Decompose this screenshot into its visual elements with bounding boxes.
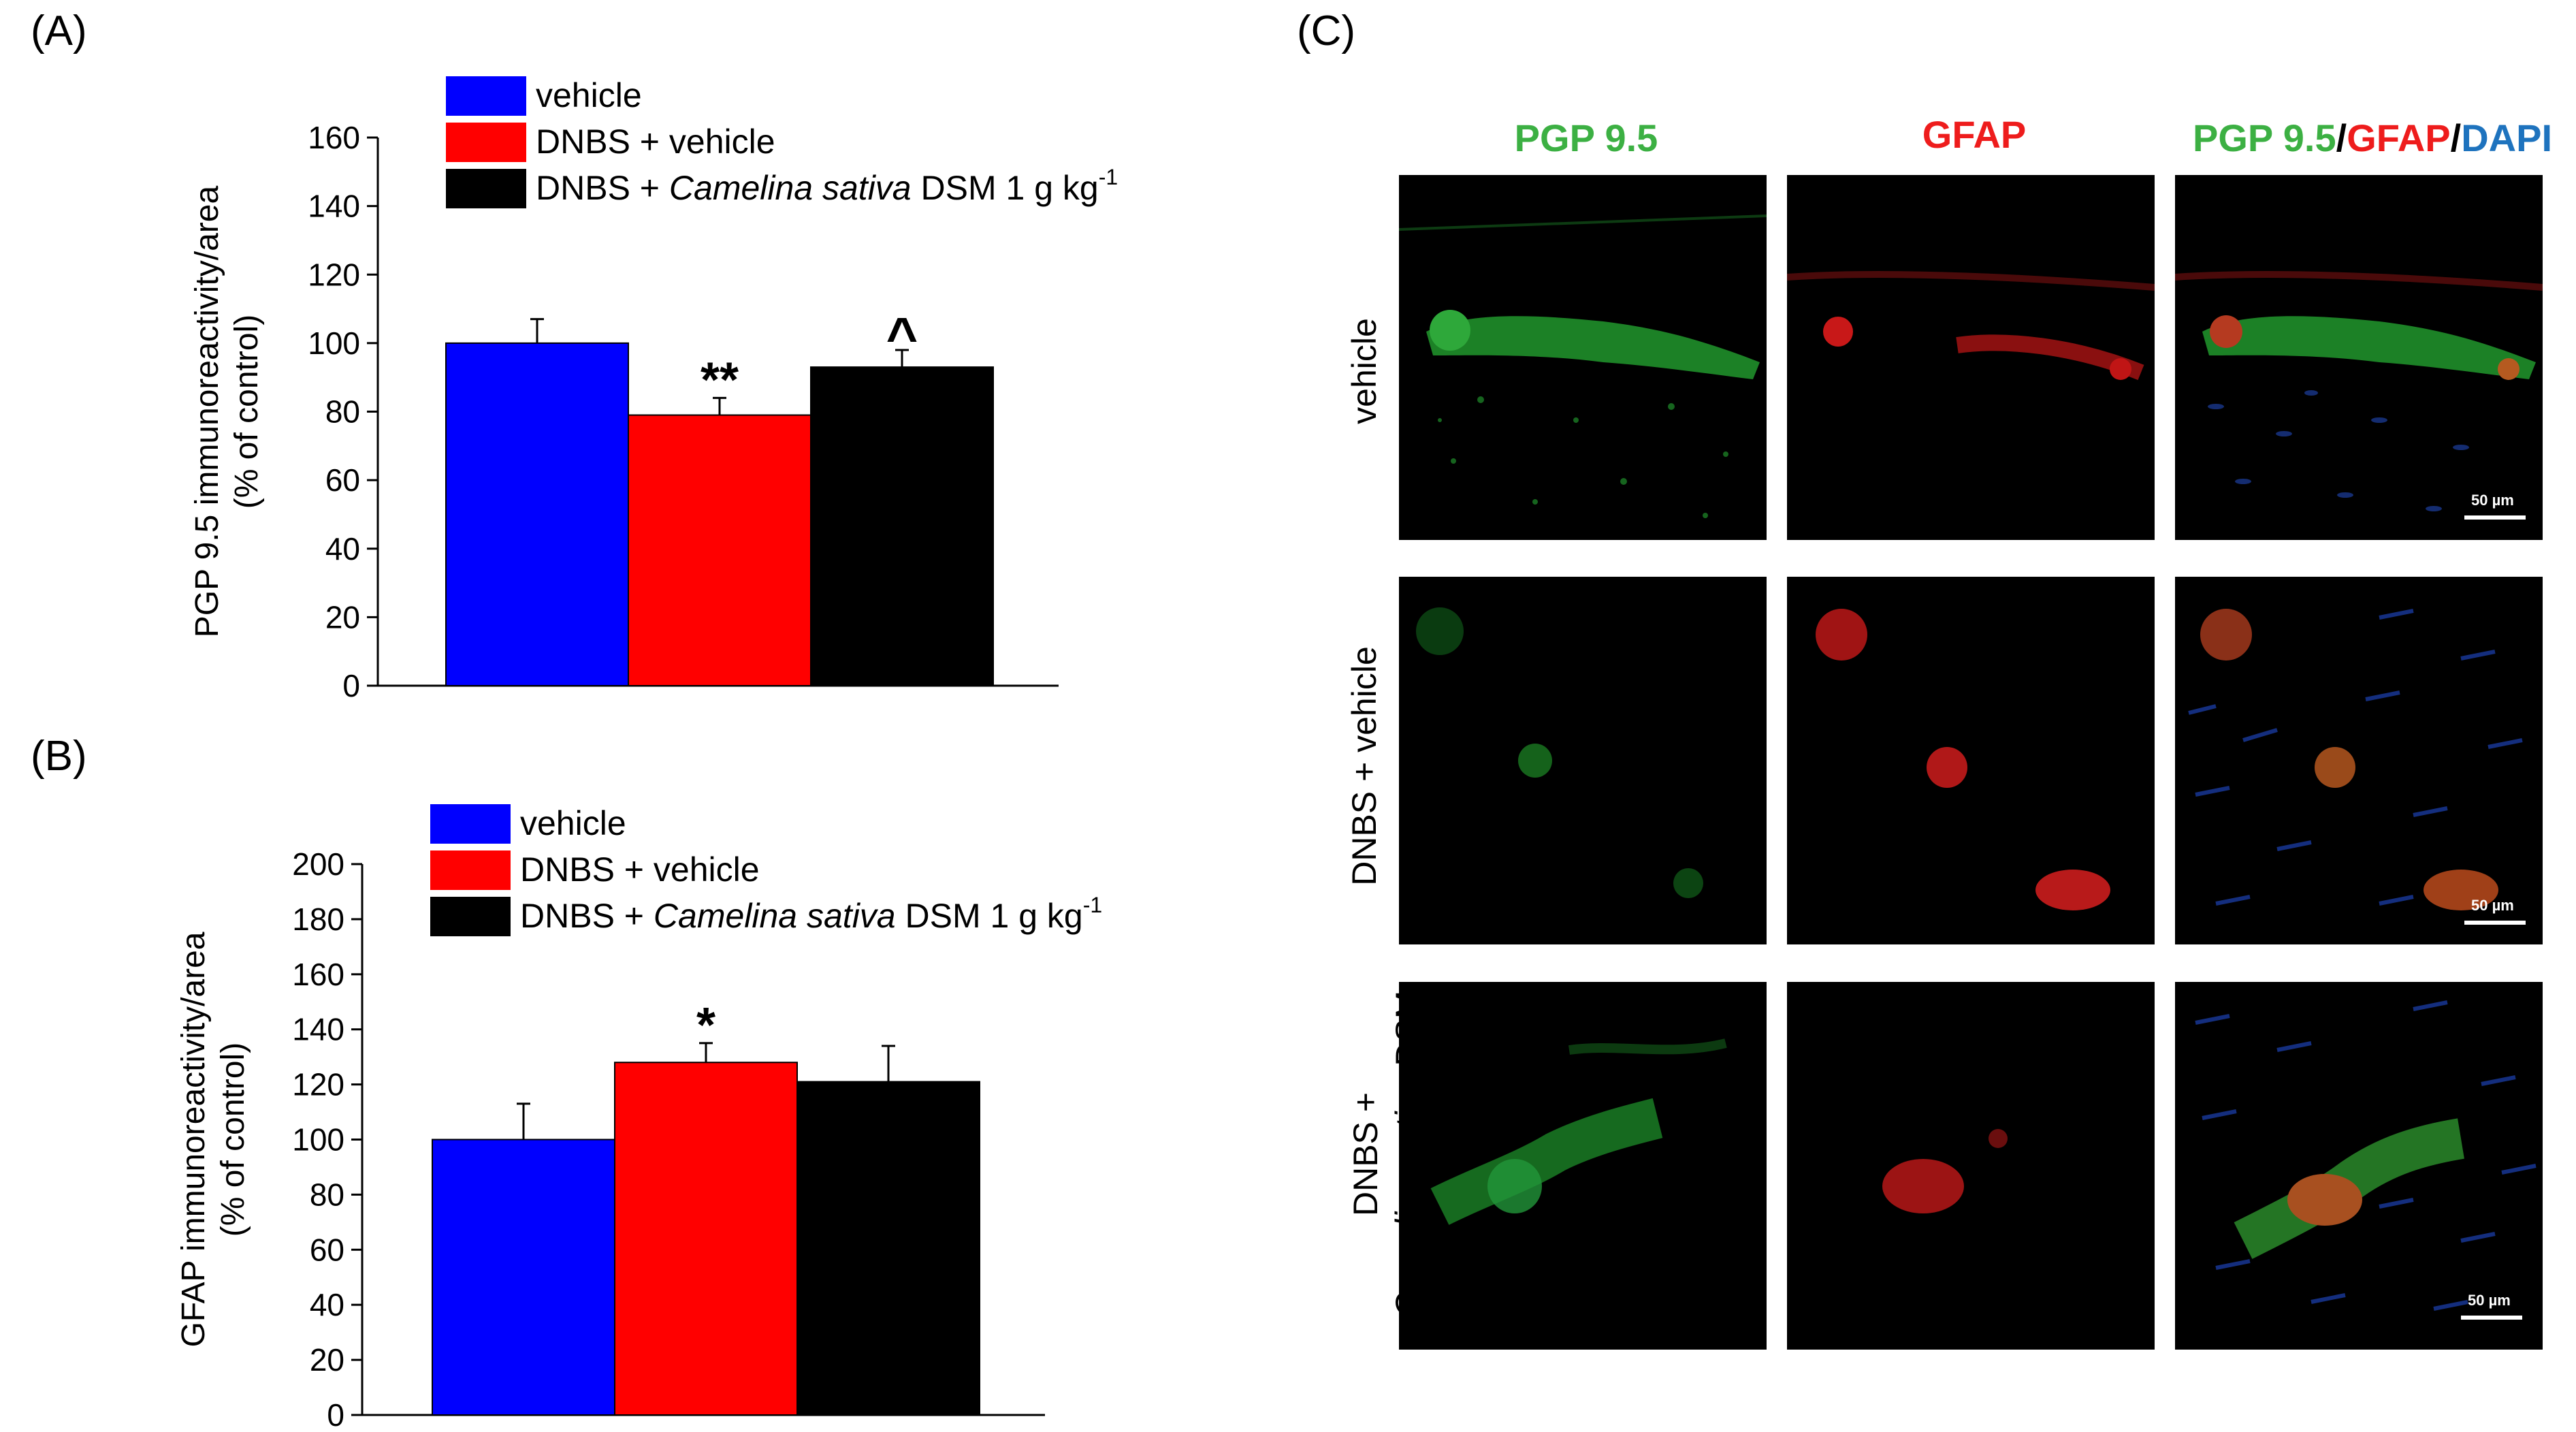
micrograph-vehicle-merge: 50 µm <box>2175 175 2543 540</box>
scale-bar-label-1: 50 µm <box>2471 492 2514 509</box>
charta-ytick-label-6: 120 <box>308 257 360 292</box>
micrograph-dnbs-pgp <box>1399 577 1767 944</box>
row-label-vehicle: vehicle <box>1345 318 1383 424</box>
chartb-ytick-label-1: 20 <box>310 1342 344 1378</box>
micrograph-camelina-merge: 50 µm <box>2175 982 2543 1350</box>
charta-ytick-label-5: 100 <box>308 325 360 361</box>
chartb-ylabel-line2: (% of control) <box>215 1043 251 1237</box>
chartb-bar-0 <box>432 1139 615 1416</box>
panel-label-a: (A) <box>31 7 87 54</box>
col-title-gfap: GFAP <box>1922 113 2027 156</box>
chartb-ytick-label-6: 120 <box>292 1067 344 1102</box>
panel-label-b: (B) <box>31 733 87 780</box>
charta-legend-swatch-0 <box>446 76 526 116</box>
charta-ytick-label-1: 20 <box>325 599 360 635</box>
charta-legend-swatch-1 <box>446 123 526 162</box>
charta-legend-label-0: vehicle <box>536 76 642 114</box>
scale-bar-1 <box>2464 515 2526 520</box>
chartb-ylabel-line1: GFAP immunoreactivity/area <box>176 932 212 1347</box>
charta-ytick-label-8: 160 <box>308 120 360 155</box>
chartb-legend-swatch-0 <box>430 804 511 844</box>
micrograph-camelina-pgp <box>1399 982 1767 1350</box>
charta-ylabel-line1: PGP 9.5 immunoreactivity/area <box>189 186 225 638</box>
chartb-legend-label-1: DNBS + vehicle <box>520 850 760 889</box>
chartb-ytick-label-2: 40 <box>310 1287 344 1322</box>
micrograph-vehicle-pgp <box>1399 175 1767 540</box>
panel-label-c: (C) <box>1297 7 1356 54</box>
merge-dapi-label: DAPI <box>2461 116 2553 159</box>
chartb-ytick-label-8: 160 <box>292 957 344 992</box>
charta-ytick-label-7: 140 <box>308 189 360 224</box>
chartb-bar-2 <box>796 1081 980 1416</box>
scale-bar-3 <box>2461 1316 2522 1320</box>
charta-legend-label-1: DNBS + vehicle <box>536 123 775 161</box>
charta-significance-2: ^ <box>886 306 918 367</box>
charta-ytick-label-3: 60 <box>325 462 360 498</box>
charta-ylabel-line2: (% of control) <box>229 315 265 509</box>
charta-significance-1: ** <box>701 353 739 407</box>
chartb-significance-1: * <box>696 998 715 1053</box>
merge-pgp-label: PGP 9.5 <box>2192 116 2336 159</box>
row-label-dnbs-vehicle: DNBS + vehicle <box>1345 646 1383 886</box>
charta-bar-1 <box>628 414 811 686</box>
chartb-legend-label-0: vehicle <box>520 804 626 842</box>
chartb-ytick-label-0: 0 <box>327 1397 344 1432</box>
merge-gfap-label: GFAP <box>2347 116 2451 159</box>
chartb-ytick-label-7: 140 <box>292 1012 344 1047</box>
charta-ytick-label-0: 0 <box>342 668 360 703</box>
merge-slash-2: / <box>2450 116 2462 159</box>
col-title-merge: PGP 9.5/GFAP/DAPI <box>2168 116 2576 160</box>
chartb-ytick-label-4: 80 <box>310 1177 344 1212</box>
row3-line1: DNBS + <box>1347 1092 1385 1217</box>
micrograph-dnbs-merge: 50 µm <box>2175 577 2543 944</box>
scale-bar-label-2: 50 µm <box>2471 897 2514 914</box>
scale-bar-2 <box>2464 921 2526 925</box>
charta-bar-0 <box>445 342 629 686</box>
chartb-ytick-label-5: 100 <box>292 1122 344 1158</box>
micrograph-camelina-gfap <box>1787 982 2155 1350</box>
chart-a-pgp95: 0 20 40 60 80 100 120 140 160 PGP 9.5 immunoreact… <box>189 76 1118 703</box>
chartb-legend-swatch-1 <box>430 850 511 890</box>
charta-ytick-label-4: 80 <box>325 394 360 430</box>
chartb-legend-label-2: DNBS + Camelina sativa DSM 1 g kg-1 <box>520 893 1102 935</box>
charta-legend-label-2: DNBS + Camelina sativa DSM 1 g kg-1 <box>536 165 1118 207</box>
scale-bar-label-3: 50 µm <box>2468 1292 2511 1309</box>
charta-legend-swatch-2 <box>446 169 526 208</box>
charta-ytick-label-2: 40 <box>325 531 360 567</box>
chartb-ytick-label-9: 180 <box>292 902 344 937</box>
micrograph-vehicle-gfap <box>1787 175 2155 540</box>
chartb-ytick-label-10: 200 <box>292 846 344 882</box>
col-title-pgp95: PGP 9.5 <box>1514 116 1658 159</box>
chart-b-gfap: 0 20 40 60 80 100 120 140 160 180 200 GFAP immunore… <box>176 804 1102 1432</box>
chartb-ytick-label-3: 60 <box>310 1232 344 1267</box>
charta-bar-2 <box>810 366 994 686</box>
micrograph-dnbs-gfap <box>1787 577 2155 944</box>
chartb-bar-1 <box>614 1062 798 1416</box>
chartb-legend-swatch-2 <box>430 897 511 936</box>
merge-slash-1: / <box>2336 116 2347 159</box>
